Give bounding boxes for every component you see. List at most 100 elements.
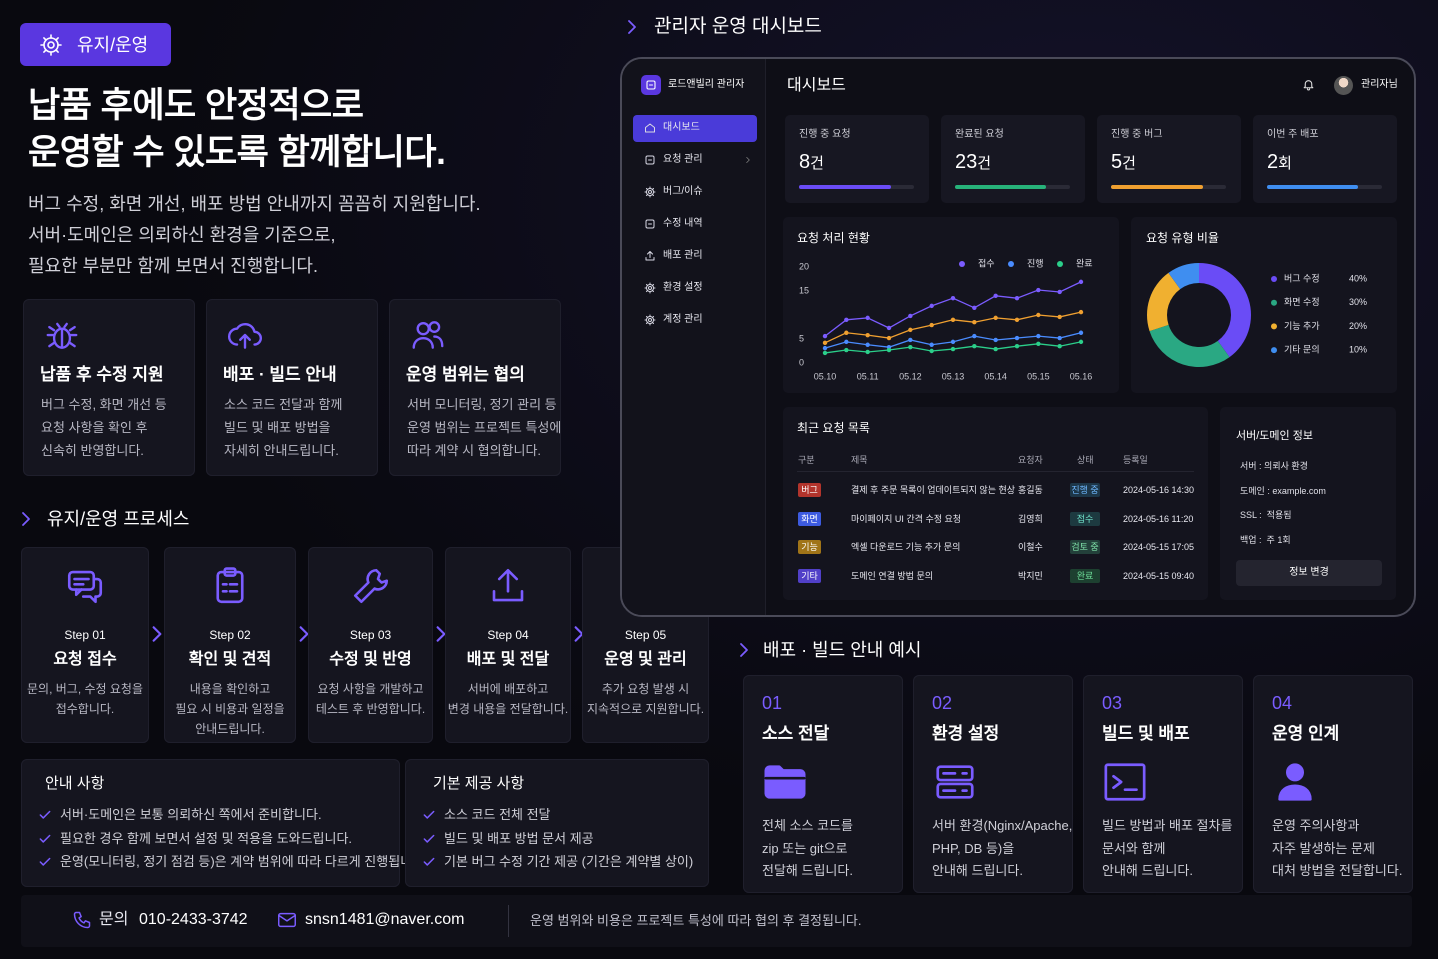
row-requester: 김영희 <box>1018 513 1043 524</box>
stat-value: 8건 <box>799 150 824 173</box>
row-date: 2024-05-16 11:20 <box>1123 513 1194 524</box>
stat-track <box>1111 185 1226 189</box>
feature-icon <box>46 322 78 349</box>
table-header: 상태 <box>1077 455 1094 465</box>
feature-line: 따라 계약 시 협의합니다. <box>407 443 542 458</box>
stat-unit: 회 <box>1278 154 1292 172</box>
row-requester: 홍길동 <box>1018 485 1043 495</box>
step-icon <box>216 567 244 604</box>
nav-icon-part <box>645 123 655 133</box>
step-number: Step 03 <box>349 628 392 642</box>
stat-value: 23건 <box>955 150 992 173</box>
contact-divider <box>508 905 509 937</box>
deploy-title: 운영 인계 <box>1272 723 1340 743</box>
server-item: 백업 : 주 1회 <box>1240 535 1291 546</box>
provided-check-part <box>423 810 435 819</box>
hero-desc: 버그 수정, 화면 개선, 배포 방법 안내까지 꼼꼼히 지원합니다. <box>28 194 481 214</box>
badge-icon <box>40 34 62 56</box>
bell-icon <box>1303 80 1314 91</box>
server-title: 서버/도메인 정보 <box>1236 429 1313 442</box>
step-icon-part <box>67 570 96 591</box>
provided-box <box>405 759 709 887</box>
stat-unit: 건 <box>977 154 992 172</box>
step-line: 접수합니다. <box>55 702 115 716</box>
provided-check-part <box>423 857 435 866</box>
nav-icon <box>644 314 656 326</box>
sidebar <box>622 59 766 615</box>
step-line: 내용을 확인하고 <box>189 682 271 696</box>
notice-check <box>39 810 51 819</box>
table-header: 제목 <box>851 455 868 465</box>
provided-item: 소스 코드 전체 전달 <box>444 807 551 822</box>
brand-logo-mark-part <box>646 80 656 90</box>
step-arrow-part <box>152 626 162 642</box>
nav-icon <box>645 155 655 165</box>
nav-item: 대시보드 <box>663 122 700 133</box>
notice-check-part <box>39 857 51 866</box>
step-title: 수정 및 반영 <box>329 651 412 668</box>
row-date: 2024-05-15 17:05 <box>1123 542 1195 552</box>
server-item: 서버 : 의뢰사 환경 <box>1240 461 1308 471</box>
badge-icon-part <box>40 34 62 56</box>
section-title: 유지/운영 프로세스 <box>47 509 190 529</box>
deploy-title: 환경 설정 <box>932 723 1000 743</box>
tag-chip: 화면 <box>798 511 821 526</box>
mail-icon-part <box>278 912 296 928</box>
hero-desc: 필요한 부분만 함께 보면서 진행합니다. <box>28 256 318 276</box>
deploy-number: 01 <box>762 693 783 713</box>
step-arrow <box>436 626 446 642</box>
notice-title: 안내 사항 <box>45 775 105 792</box>
nav-item: 환경 설정 <box>663 282 703 293</box>
deploy-line: PHP, DB 등)을 <box>932 840 1015 856</box>
table-header: 등록일 <box>1123 455 1148 465</box>
step-line: 필요 시 비용과 일정을 <box>175 702 285 716</box>
stat-label: 완료된 요청 <box>955 129 1004 140</box>
deploy-icon-part <box>764 765 806 799</box>
notice-item: 운영(모니터링, 정기 점검 등)은 계약 범위에 따라 다르게 진행됩니다. <box>60 854 428 869</box>
feature-icon <box>412 321 444 349</box>
table-rule <box>797 471 1194 472</box>
deploy-line: 빌드 방법과 배포 절차를 <box>1102 818 1233 833</box>
feature-line: 버그 수정, 화면 개선 등 <box>41 397 167 412</box>
step-line: 변경 내용을 전달합니다. <box>447 702 569 716</box>
nav-active <box>633 115 757 142</box>
step-line: 문의, 버그, 수정 요청을 <box>26 682 144 696</box>
row-title: 마이페이지 UI 간격 수정 요청 <box>851 513 962 524</box>
deploy-line: 안내해 드립니다. <box>932 863 1023 878</box>
step-title: 배포 및 전달 <box>466 651 550 668</box>
deploy-icon <box>936 765 974 799</box>
deploy-title: 소스 전달 <box>762 723 830 743</box>
step-number: Step 05 <box>624 628 667 642</box>
nav-icon <box>644 186 656 198</box>
deploy-line: 전달해 드립니다. <box>762 863 853 878</box>
deploy-card <box>1083 675 1243 893</box>
step-arrow-part <box>299 626 309 642</box>
server-item: 도메인 : example.com <box>1240 485 1326 496</box>
step-arrow-part <box>436 626 446 642</box>
stat-unit: 건 <box>810 154 824 172</box>
nav-item: 요청 관리 <box>663 154 703 165</box>
deploy-line: zip 또는 git으로 <box>762 840 848 856</box>
step-line: 지속적으로 지원합니다. <box>586 702 705 716</box>
contact-phone-label: 문의 <box>99 911 129 928</box>
contact-email: snsn1481@naver.com <box>305 911 465 928</box>
status-chip: 완료 <box>1070 568 1100 583</box>
feature-icon-part <box>46 322 78 349</box>
feature-title: 배포 · 빌드 안내 <box>223 364 337 384</box>
deploy-line: 대처 방법을 전달합니다. <box>1272 863 1403 878</box>
nav-caret-part <box>746 157 750 163</box>
step-icon-part <box>492 568 524 602</box>
brand-logo-mark <box>646 80 656 90</box>
deploy-title: 빌드 및 배포 <box>1102 723 1190 743</box>
status-chip: 검토 중 <box>1070 540 1100 554</box>
server-button[interactable]: 정보 변경 <box>1236 560 1382 586</box>
feature-line: 서버 모니터링, 정기 관리 등 <box>407 397 557 412</box>
nav-item: 버그/이슈 <box>663 186 703 197</box>
provided-item: 빌드 및 배포 방법 문서 제공 <box>444 830 594 846</box>
user-name: 관리자님 <box>1361 79 1398 90</box>
nav-icon-part <box>645 219 655 229</box>
step-icon-part <box>216 570 244 604</box>
notice-check-part <box>39 810 51 819</box>
deploy-icon <box>764 765 806 799</box>
